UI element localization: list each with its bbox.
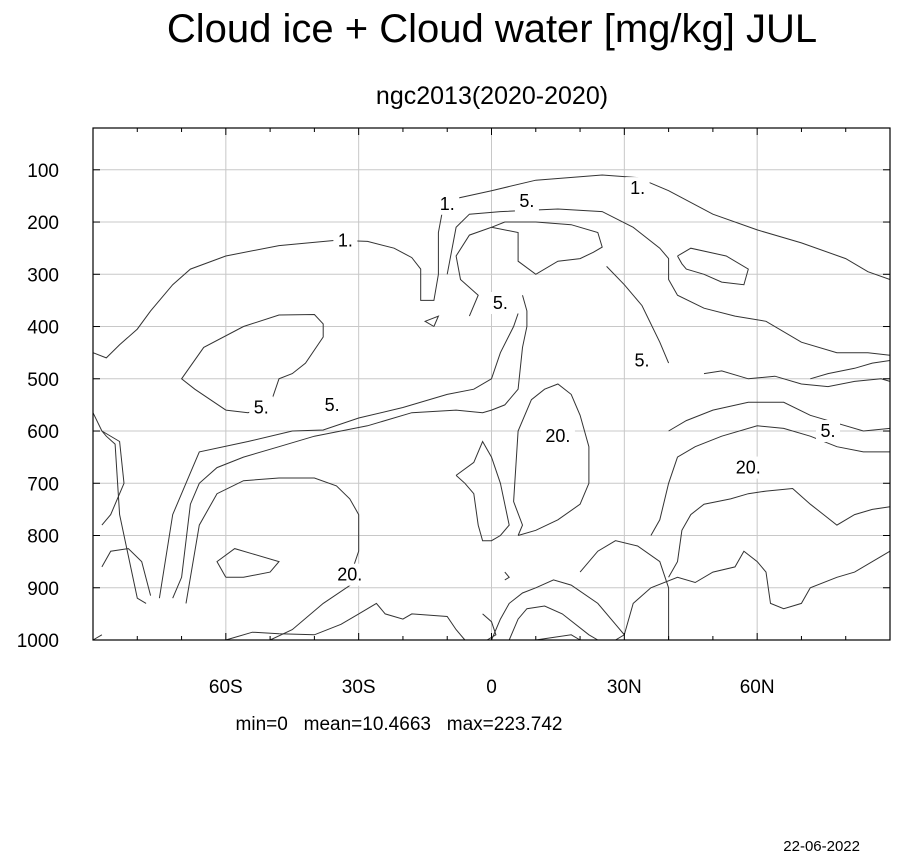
contour-line	[216, 548, 280, 578]
chart-subtitle: ngc2013(2020-2020)	[376, 82, 608, 110]
y-tick-label: 500	[27, 370, 59, 391]
contour-line	[225, 602, 466, 641]
contour-label: 5.	[254, 398, 269, 418]
contour-label: 5.	[635, 350, 650, 370]
date-stamp: 22-06-2022	[783, 838, 860, 855]
contour-line	[482, 613, 497, 641]
contour-label: 1.	[338, 230, 353, 250]
contour-label-bg	[514, 190, 539, 213]
y-tick-label: 100	[27, 161, 59, 182]
contour-line	[508, 605, 599, 641]
contour-line	[579, 540, 670, 640]
contour-label: 20.	[736, 458, 761, 478]
grid	[93, 128, 890, 641]
contour-line	[446, 208, 891, 356]
contour-label-bg	[630, 349, 655, 372]
y-tick-label: 900	[27, 579, 59, 600]
contour-line	[513, 383, 590, 536]
contour-label: 5.	[821, 421, 836, 441]
contour-label-bg	[332, 563, 367, 586]
y-tick-label: 800	[27, 527, 59, 548]
contour-label-bg	[435, 192, 460, 215]
contour-line	[650, 425, 890, 536]
contour-label-bg	[249, 396, 274, 419]
y-tick-label: 200	[27, 213, 59, 234]
y-tick-labels: 100 200 300 400 500 600 700 800 900 1000	[17, 161, 59, 652]
x-tick-label: 60S	[209, 677, 243, 698]
contour-label: 1.	[630, 178, 645, 198]
contour-label: 5.	[493, 293, 508, 313]
y-tick-label: 600	[27, 422, 59, 443]
contour-line	[423, 315, 440, 327]
contour-label: 20.	[337, 565, 362, 585]
contour-line	[668, 487, 891, 578]
contour-label-bg	[540, 425, 575, 448]
contour-line	[172, 295, 528, 599]
x-tick-label: 60N	[740, 677, 775, 698]
x-tick-labels: 60S 30S 0 30N 60N	[209, 677, 775, 698]
x-tick-label: 30N	[607, 677, 642, 698]
contour-line	[158, 313, 519, 599]
contour-label: 5.	[519, 191, 534, 211]
contour-line	[668, 401, 891, 432]
stats-text: min=0 mean=10.4663 max=223.742	[236, 714, 563, 735]
contour-line	[491, 579, 626, 641]
axis-ticks	[92, 128, 891, 641]
contour-label-bg	[320, 393, 345, 416]
contour-line	[101, 430, 125, 526]
y-tick-label: 700	[27, 474, 59, 495]
y-tick-label: 400	[27, 318, 59, 339]
contour-line	[455, 440, 510, 542]
contour-line	[677, 247, 749, 286]
y-tick-label: 300	[27, 265, 59, 286]
contour-label-bg	[731, 456, 766, 479]
contour-line	[180, 313, 324, 414]
contour-label: 20.	[545, 426, 570, 446]
plot-frame	[92, 127, 891, 641]
contour-line	[92, 174, 891, 359]
contour-line	[101, 548, 152, 596]
contour-labels: 1. 1. 1. 5. 5. 5. 5. 5. 5. 20. 20. 20.	[249, 177, 841, 586]
contour-label-bg	[816, 420, 841, 443]
contour-label-bg	[488, 292, 513, 315]
contour-line	[810, 360, 891, 380]
contour-label: 5.	[325, 395, 340, 415]
contour-line	[703, 370, 891, 388]
contour-lines	[92, 174, 891, 641]
contour-label-bg	[625, 177, 650, 200]
contour-line	[606, 266, 670, 364]
contour-line	[623, 550, 891, 635]
contour-line	[185, 477, 360, 641]
contour-line	[92, 634, 103, 641]
contour-line	[504, 571, 510, 581]
contour-label: 1.	[440, 194, 455, 214]
contour-line	[455, 221, 603, 317]
x-tick-label: 30S	[342, 677, 376, 698]
chart-title: Cloud ice + Cloud water [mg/kg] JUL	[167, 7, 817, 51]
contour-label-bg	[333, 229, 358, 252]
x-tick-label: 0	[486, 677, 497, 698]
y-tick-label: 1000	[17, 631, 59, 652]
contour-line	[535, 634, 581, 641]
